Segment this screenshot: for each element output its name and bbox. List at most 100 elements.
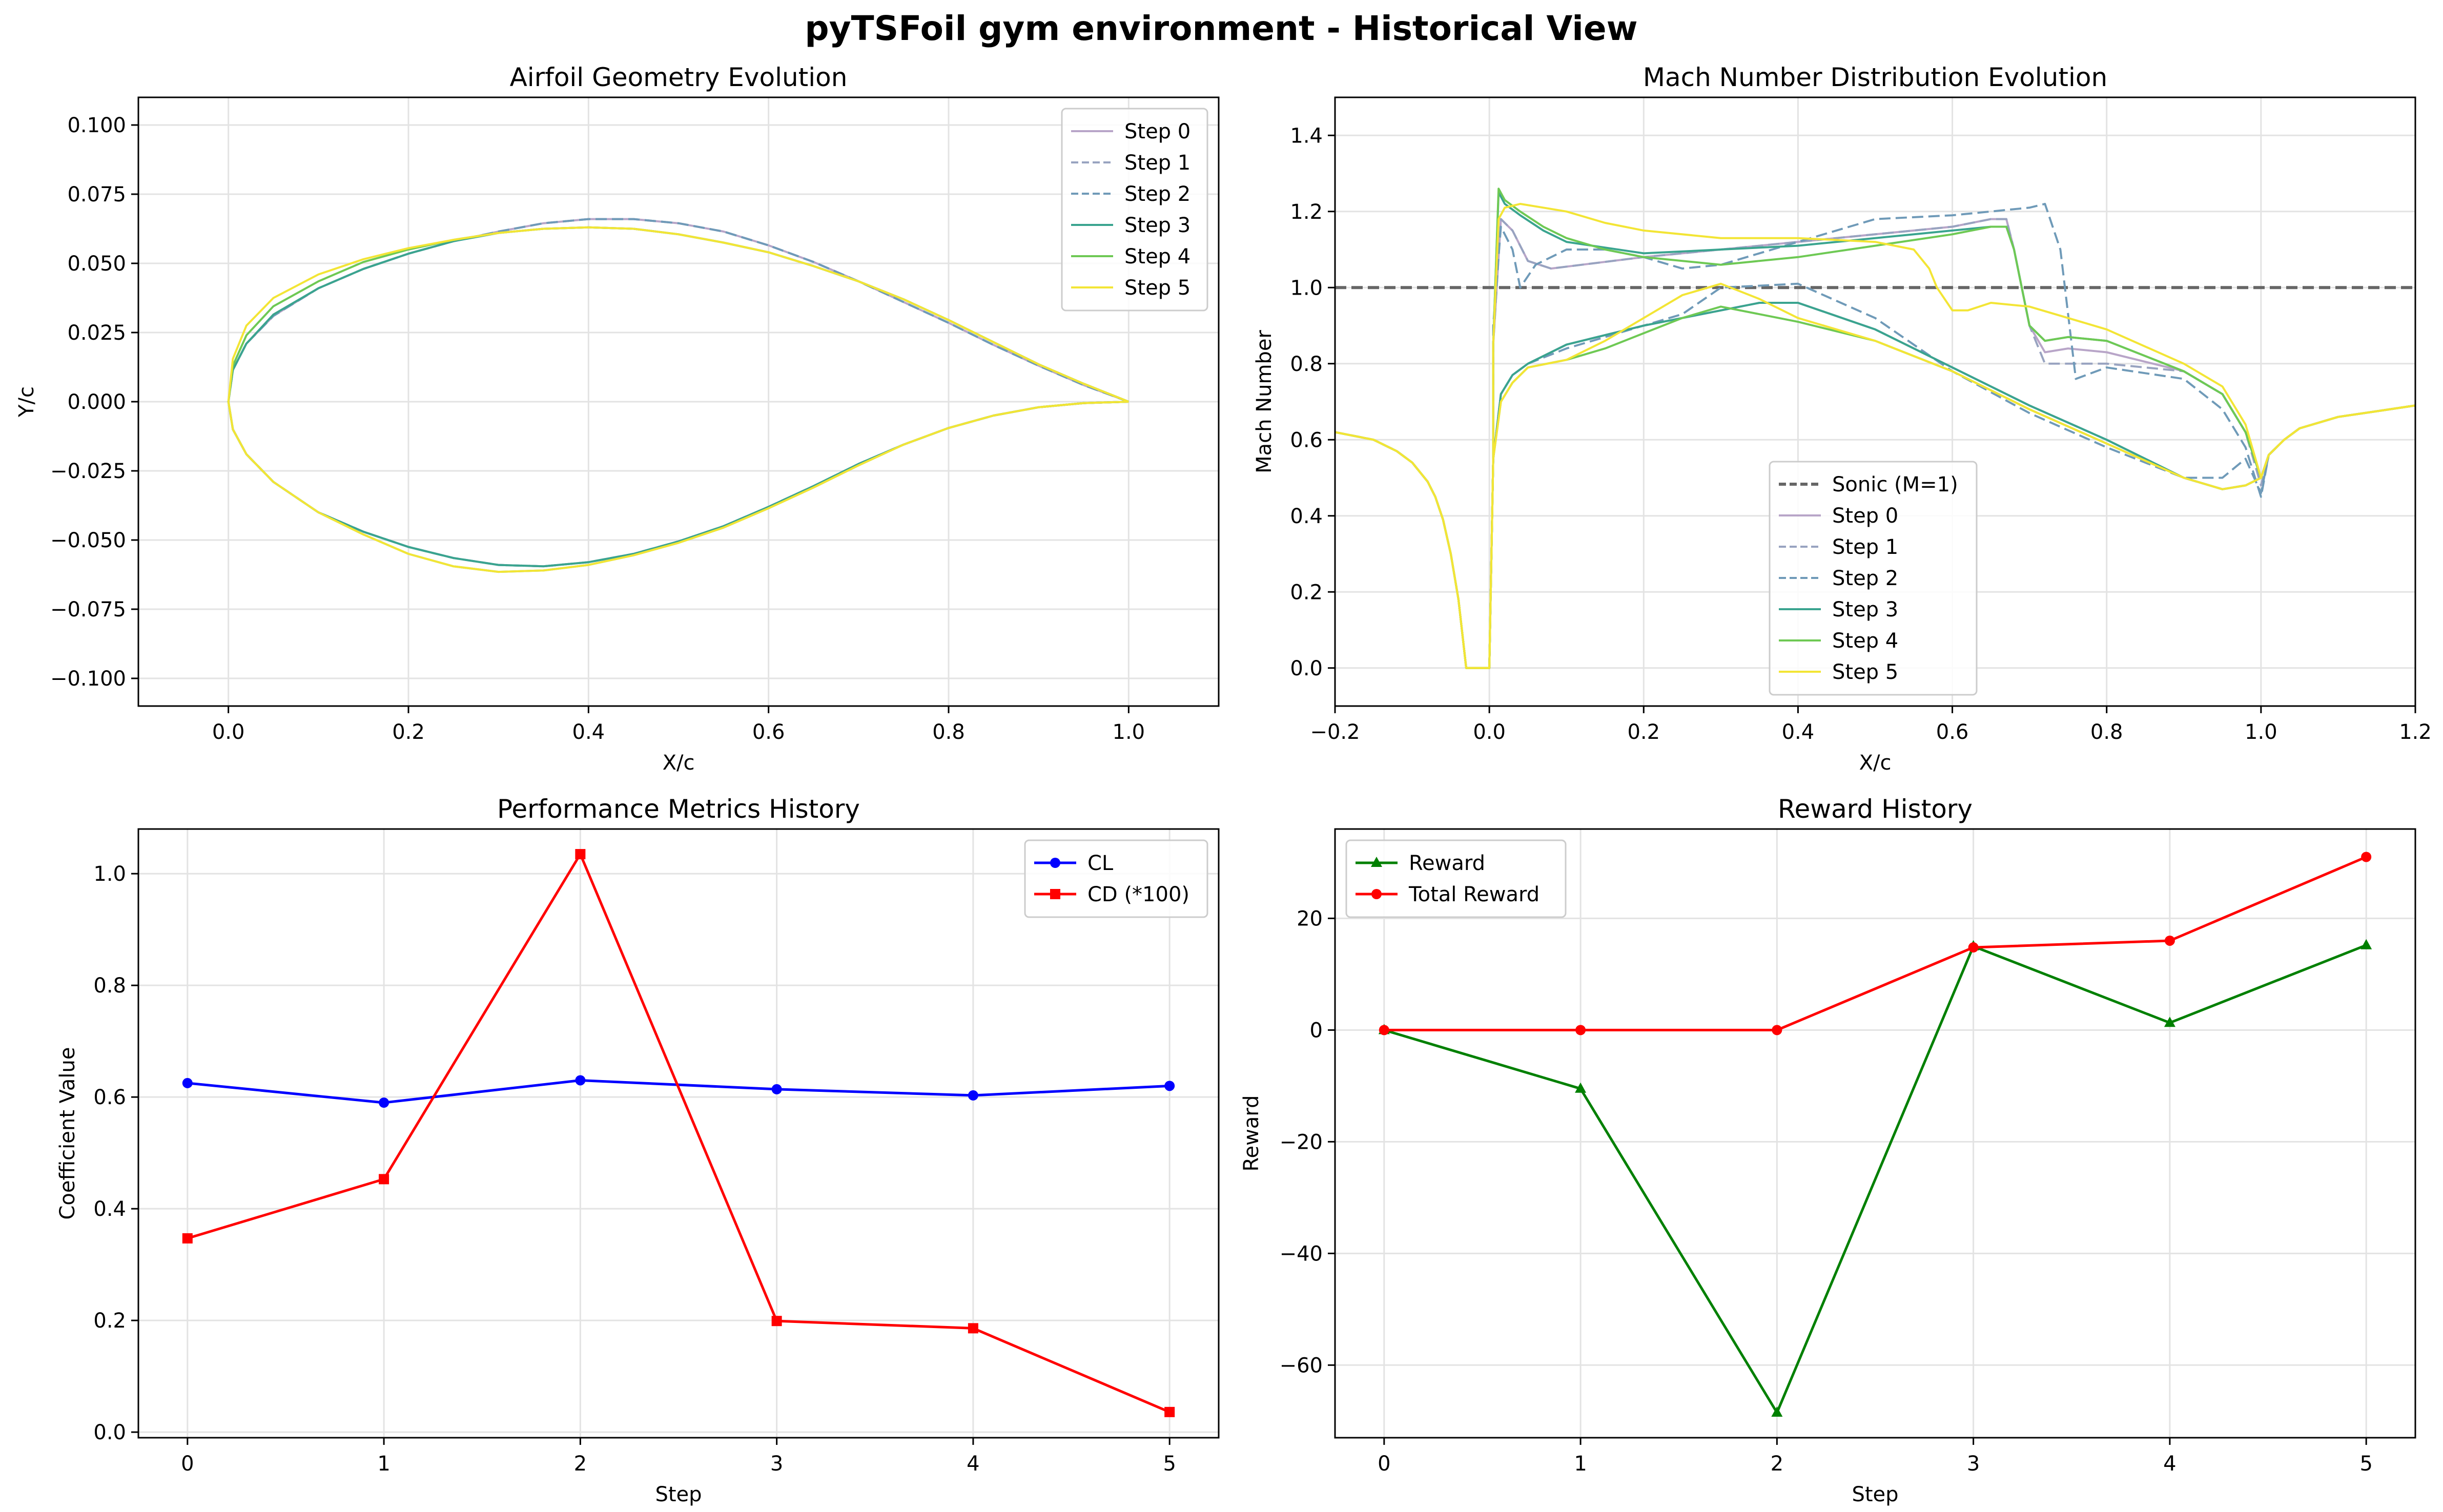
legend-label: Step 2: [1124, 182, 1190, 206]
y-tick-label: 0.050: [67, 252, 126, 276]
axes-frame: [137, 828, 1220, 1439]
data-point: [1164, 1081, 1175, 1091]
legend-box: [1345, 839, 1567, 918]
legend: CL CD (*100): [1024, 839, 1208, 918]
legend: Step 0 Step 1 Step 2 Step 3 Step 4 Step 5: [1061, 108, 1208, 312]
axis-ticks: −0.2 0.0 0.2 0.4 0.6 0.8 1.0 1.2 0.0 0.2 0.4 0.6 0.8…: [1290, 124, 2431, 744]
y-tick-label: 0.0: [93, 1421, 126, 1444]
x-tick-label: 0.2: [1627, 720, 1660, 744]
data-point: [1968, 942, 1979, 953]
y-tick-label: −60: [1280, 1354, 1323, 1377]
x-tick-label: 4: [967, 1452, 979, 1476]
plot-area: [1378, 852, 2372, 1417]
plot-area: [182, 849, 1175, 1417]
y-tick-label: 1.0: [1290, 276, 1323, 300]
panel-reward: 0 1 2 3 4 5 −60 −40 −20 0 20 Reward History Step Rewa…: [1240, 794, 2416, 1506]
x-tick-label: 0: [1378, 1452, 1390, 1476]
axis-ticks: 0 1 2 3 4 5 −60 −40 −20 0 20: [1280, 907, 2373, 1476]
series-markers-0: [182, 1075, 1175, 1108]
legend-box: [1024, 839, 1208, 918]
x-tick-label: 3: [770, 1452, 783, 1476]
legend-label: Step 2: [1832, 567, 1898, 590]
legend: Sonic (M=1) Step 0 Step 1 Step 2 Step 3 Step …: [1769, 461, 1978, 696]
panel-title: Airfoil Geometry Evolution: [510, 63, 848, 92]
y-tick-label: 1.2: [1290, 200, 1323, 224]
airfoil-line-step-5: [227, 226, 1130, 573]
series-line-0: [1384, 944, 2367, 1414]
x-tick-label: 1: [377, 1452, 390, 1476]
plot-area: [227, 218, 1130, 573]
y-tick-label: 0.8: [93, 974, 126, 998]
y-tick-label: 0.2: [1290, 581, 1323, 604]
y-axis-label: Reward: [1240, 1095, 1263, 1172]
panel-title: Mach Number Distribution Evolution: [1643, 63, 2107, 92]
y-tick-label: −0.050: [50, 529, 126, 552]
x-tick-label: 5: [1163, 1452, 1176, 1476]
figure-suptitle: pyTSFoil gym environment - Historical Vi…: [805, 9, 1637, 48]
y-tick-label: 0.6: [1290, 428, 1323, 452]
x-tick-label: 0.0: [1473, 720, 1506, 744]
x-tick-label: 0.8: [932, 720, 965, 744]
legend-box: [1061, 108, 1208, 312]
x-tick-label: 0.4: [1782, 720, 1815, 744]
y-tick-label: 0.100: [67, 114, 126, 137]
y-tick-label: 1.4: [1290, 124, 1323, 148]
data-point: [575, 849, 586, 860]
data-point: [771, 1316, 782, 1327]
grid-lines: [1335, 829, 2415, 1438]
data-point: [1575, 1082, 1587, 1093]
x-tick-label: 1: [1574, 1452, 1587, 1476]
x-tick-label: 0.0: [212, 720, 245, 744]
data-point: [2361, 852, 2372, 862]
legend-label: Step 5: [1124, 276, 1190, 300]
legend-label: Step 3: [1832, 598, 1898, 622]
mach-upper-line-step-2: [1335, 202, 2415, 669]
y-tick-label: 0.6: [93, 1086, 126, 1109]
y-tick-label: −0.075: [50, 598, 126, 622]
legend-label: Step 0: [1832, 504, 1898, 528]
legend-label: CD (*100): [1087, 883, 1189, 906]
x-tick-label: 0.6: [1936, 720, 1969, 744]
data-point: [968, 1323, 978, 1334]
legend-label: Sonic (M=1): [1832, 473, 1958, 496]
x-tick-label: 0.6: [752, 720, 785, 744]
y-tick-label: −20: [1280, 1130, 1323, 1154]
data-point: [1379, 1025, 1389, 1035]
axis-ticks: 0 1 2 3 4 5 0.0 0.2 0.4 0.6 0.8 1.0: [93, 862, 1176, 1476]
legend: Reward Total Reward: [1345, 839, 1567, 918]
data-point: [968, 1090, 978, 1101]
legend-label: Total Reward: [1408, 883, 1539, 906]
y-tick-label: 0.8: [1290, 353, 1323, 376]
data-point: [2164, 1017, 2175, 1027]
axes-frame: [137, 96, 1220, 707]
y-tick-label: −0.025: [50, 460, 126, 483]
y-tick-label: 0.2: [93, 1309, 126, 1333]
mach-lower-line-step-5: [1335, 282, 2415, 669]
data-point: [575, 1075, 586, 1086]
x-axis-label: Step: [655, 1483, 702, 1506]
data-point: [182, 1233, 193, 1244]
y-tick-label: 1.0: [93, 862, 126, 886]
panel-mach: −0.2 0.0 0.2 0.4 0.6 0.8 1.0 1.2 0.0 0.2 0.4 0.6 0.8…: [1253, 63, 2432, 775]
x-tick-label: 5: [2359, 1452, 2372, 1476]
data-point: [1164, 1406, 1175, 1417]
y-tick-label: 0.4: [1290, 505, 1323, 528]
y-tick-label: 0.0: [1290, 657, 1323, 680]
x-tick-label: 4: [2163, 1452, 2176, 1476]
series-line-1: [187, 853, 1171, 1414]
series-markers-1: [182, 849, 1175, 1417]
legend-label: Step 0: [1124, 120, 1190, 143]
legend-label: Step 4: [1832, 629, 1898, 653]
data-point: [182, 1078, 193, 1088]
x-tick-label: 2: [1771, 1452, 1783, 1476]
legend-label: Step 1: [1832, 535, 1898, 559]
panel-performance: 0 1 2 3 4 5 0.0 0.2 0.4 0.6 0.8 1.0 Performance Metr…: [56, 794, 1220, 1506]
x-axis-label: X/c: [1859, 751, 1892, 775]
x-tick-label: 0.2: [392, 720, 425, 744]
legend-label: Step 5: [1832, 660, 1898, 684]
axes-frame: [1334, 96, 2416, 707]
y-tick-label: 0.025: [67, 321, 126, 345]
x-tick-label: −0.2: [1310, 720, 1360, 744]
